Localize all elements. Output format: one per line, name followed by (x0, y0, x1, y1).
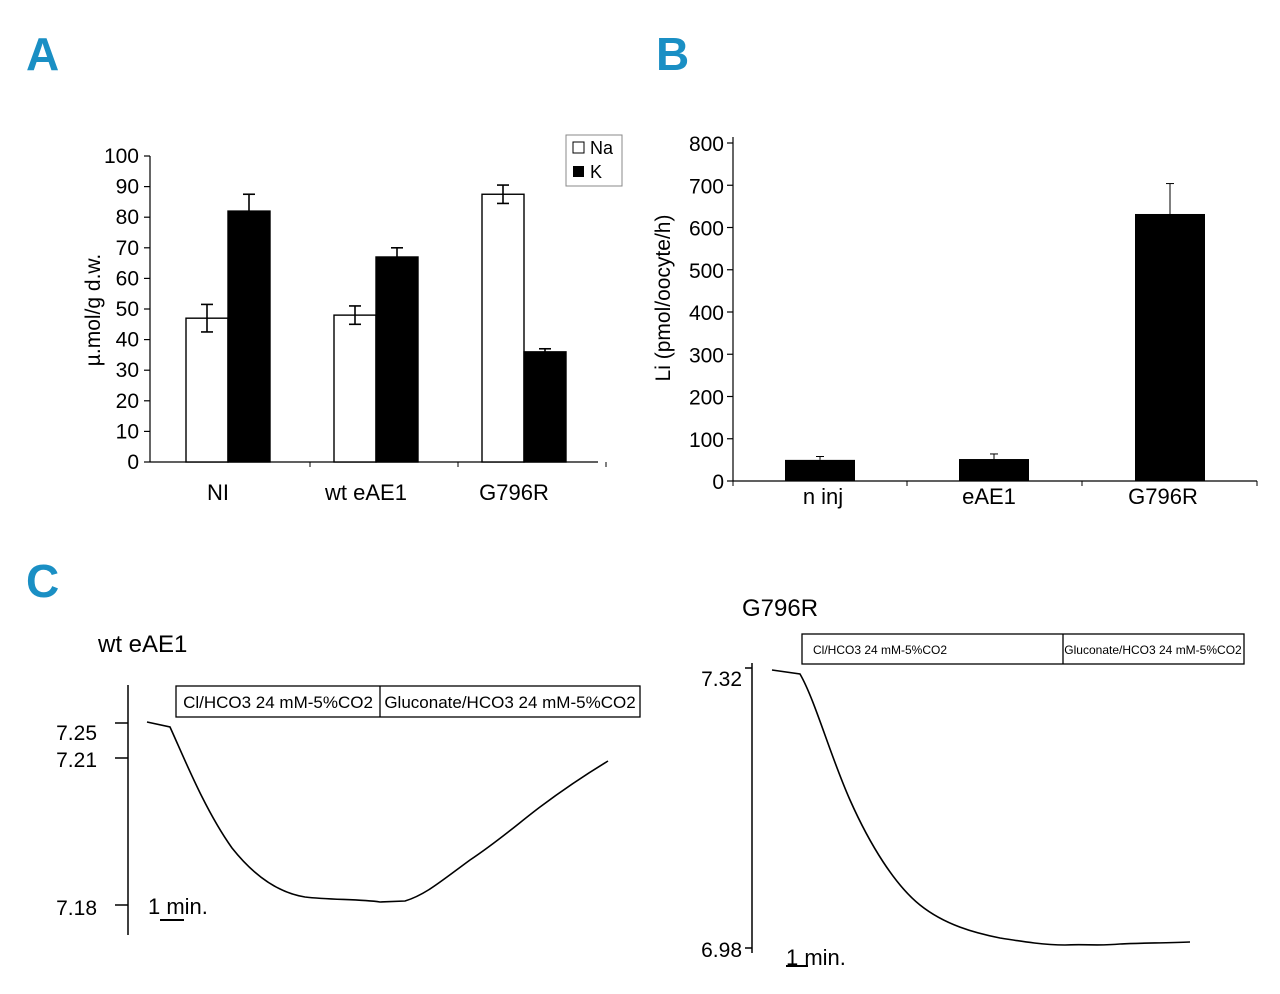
chart-a-bar-na-0 (185, 317, 229, 463)
trace-left-tick-label-3: 7.18 (56, 897, 97, 920)
chart-b-y-tick-label: 600 (689, 218, 724, 241)
chart-b-y-tick-label: 0 (712, 471, 724, 494)
chart-a-bar-k-2 (523, 351, 567, 463)
trace-g796r: G796R 7.32 6.98 Cl/HCO3 24 mM-5%CO2 Gluc… (701, 595, 1245, 970)
trace-right-scale-label: 1 min. (786, 945, 846, 970)
chart-a-y-tick-label: 80 (116, 206, 139, 229)
chart-b-bar-2 (1135, 213, 1205, 482)
chart-b: 0 100 200 300 400 500 600 700 800 n inj eAE1 G796R… (652, 133, 1258, 509)
chart-b-bar-1 (959, 459, 1029, 481)
chart-a: 0 10 20 30 40 50 60 70 80 90 100 NI wt eAE1 G796R µ.… (82, 134, 623, 505)
trace-right-condition-2: Gluconate/HCO3 24 mM-5%CO2 (1064, 643, 1242, 657)
chart-a-category-label: wt eAE1 (324, 480, 407, 505)
chart-b-y-tick-label: 400 (689, 302, 724, 325)
chart-a-category-label: NI (207, 480, 229, 505)
chart-a-y-tick-label: 30 (116, 359, 139, 382)
legend-label-na: Na (590, 138, 614, 158)
trace-right-title: G796R (742, 595, 818, 622)
chart-b-y-tick-label: 800 (689, 133, 724, 156)
chart-a-legend: Na K (565, 134, 623, 187)
chart-a-y-tick-label: 60 (116, 267, 139, 290)
trace-right-tick-label-1: 7.32 (701, 668, 742, 691)
chart-a-y-tick-label: 100 (104, 145, 139, 168)
chart-a-bar-k-1 (375, 256, 419, 463)
legend-label-k: K (590, 162, 602, 182)
trace-left-condition-1: Cl/HCO3 24 mM-5%CO2 (183, 693, 373, 712)
trace-left-condition-box (175, 685, 641, 718)
chart-a-category-label: G796R (479, 480, 549, 505)
chart-b-y-label: Li (pmol/oocyte/h) (652, 215, 675, 382)
chart-b-y-tick-label: 200 (689, 387, 724, 410)
legend-swatch-na (572, 141, 585, 154)
chart-a-bar-k-0 (227, 210, 271, 463)
chart-b-category-label: n inj (803, 484, 843, 509)
chart-a-bar-na-1 (333, 314, 377, 463)
chart-a-y-tick-label: 50 (116, 298, 139, 321)
chart-a-y-tick-label: 0 (127, 451, 139, 474)
trace-right-line (771, 669, 1191, 946)
chart-b-category-label: eAE1 (962, 484, 1016, 509)
trace-left-scale-label: 1 min. (148, 894, 208, 919)
trace-left-condition-2: Gluconate/HCO3 24 mM-5%CO2 (384, 693, 635, 712)
panel-label-b: B (656, 28, 689, 80)
chart-a-y-label: µ.mol/g d.w. (82, 254, 105, 366)
chart-b-y-tick-label: 500 (689, 260, 724, 283)
trace-right-condition-box (801, 633, 1245, 665)
trace-left-title: wt eAE1 (97, 631, 187, 658)
trace-wt-eae1: wt eAE1 7.25 7.21 7.18 Cl/HCO3 24 mM-5%C… (56, 631, 641, 935)
chart-b-y-tick-label: 700 (689, 175, 724, 198)
chart-a-y-tick-label: 20 (116, 390, 139, 413)
chart-b-y-tick-label: 300 (689, 344, 724, 367)
chart-a-y-tick-label: 10 (116, 420, 139, 443)
trace-left-line (146, 721, 609, 903)
chart-b-y-tick-label: 100 (689, 429, 724, 452)
trace-left-tick-label-2: 7.21 (56, 749, 97, 772)
panel-label-a: A (26, 28, 59, 80)
trace-right-tick-label-2: 6.98 (701, 939, 742, 962)
chart-a-y-tick-label: 90 (116, 176, 139, 199)
trace-left-tick-label-1: 7.25 (56, 722, 97, 745)
panel-label-c: C (26, 555, 59, 607)
chart-b-category-label: G796R (1128, 484, 1198, 509)
chart-a-bar-na-2 (481, 193, 525, 463)
legend-swatch-k (573, 166, 584, 177)
chart-a-y-tick-label: 40 (116, 329, 139, 352)
trace-right-condition-1: Cl/HCO3 24 mM-5%CO2 (813, 643, 947, 657)
chart-b-bar-0 (785, 459, 855, 481)
chart-a-y-tick-label: 70 (116, 237, 139, 260)
